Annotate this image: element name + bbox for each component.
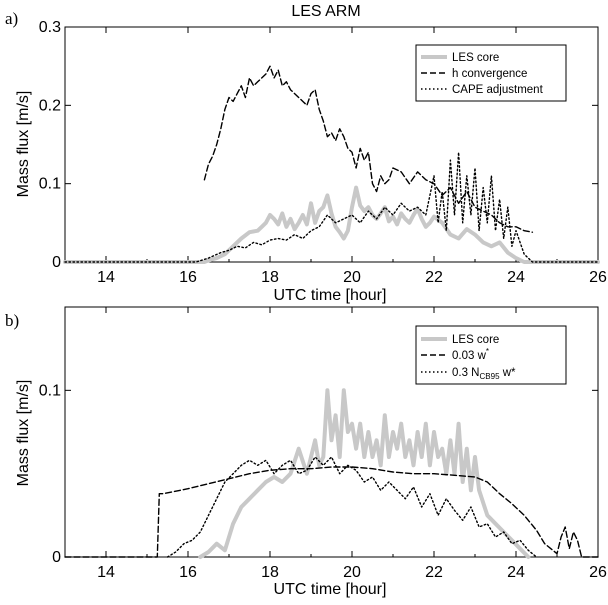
panel-b-xtick-label-16: 16 <box>179 564 197 581</box>
panel-a-xlabel: UTC time [hour] <box>274 287 387 304</box>
panel-b-xtick-label-26: 26 <box>589 564 607 581</box>
panel-a-title: LES ARM <box>291 3 360 20</box>
panel-a-plot-frame <box>64 26 599 263</box>
panel-b-ylabel: Mass flux [m/s] <box>15 380 32 487</box>
panel-a-series-les-core <box>63 185 600 264</box>
panel-b-legend-les-core: LES core <box>452 334 499 346</box>
panel-a-series-h-convergence <box>203 65 534 233</box>
panel-b-series-0-03-w <box>64 466 599 558</box>
panel-a-xtick-label-24: 24 <box>507 269 525 286</box>
panel-a-ytick-label-2: 0.2 <box>39 97 61 114</box>
panel-b-legend-ncb95: 0.3 NCB95 w* <box>452 367 516 381</box>
panel-a-legend: LES core h convergence CAPE adjustment <box>415 44 567 102</box>
panel-a-legend-les-core: LES core <box>452 52 499 64</box>
panel-b-series <box>64 388 599 559</box>
panel-a-xtick-label-14: 14 <box>97 269 115 286</box>
panel-a-ticks: 14 16 18 20 22 24 26 0 0.1 0.2 0.3 <box>39 19 607 286</box>
panel-a-legend-h-convergence: h convergence <box>452 68 527 80</box>
panel-a-ytick-label-3: 0.3 <box>39 19 61 36</box>
panel-b-xtick-label-24: 24 <box>507 564 525 581</box>
panel-b-label: b) <box>5 311 19 330</box>
panel-b-xlabel: UTC time [hour] <box>274 581 387 598</box>
panel-b: b) Mass flux [m/s] UTC time [hour] 14 16 1… <box>5 306 607 598</box>
panel-a-ylabel: Mass flux [m/s] <box>15 91 32 198</box>
panel-a-series <box>63 65 600 264</box>
panel-a-xtick-label-26: 26 <box>589 269 607 286</box>
panel-b-legend: LES core 0.03 w* 0.3 NCB95 w* <box>415 325 567 385</box>
panel-b-ytick-label-0: 0 <box>52 549 61 566</box>
panel-a-xtick-label-20: 20 <box>343 269 361 286</box>
panel-b-xtick-label-22: 22 <box>425 564 443 581</box>
panel-a-xtick-label-18: 18 <box>261 269 279 286</box>
panel-a-ytick-label-0: 0 <box>52 254 61 271</box>
panel-a-label: a) <box>5 9 18 28</box>
panel-b-legend-003w: 0.03 w* <box>452 347 489 362</box>
panel-b-xtick-label-14: 14 <box>97 564 115 581</box>
panel-a-series-cape-adjustment <box>64 151 599 263</box>
panel-a-ytick-label-1: 0.1 <box>39 176 61 193</box>
panel-b-ytick-label-1: 0.1 <box>39 382 61 399</box>
panel-b-xtick-label-18: 18 <box>261 564 279 581</box>
panel-a-xtick-label-16: 16 <box>179 269 197 286</box>
panel-a: a) LES ARM Mass flux [m/s] UTC time [hou… <box>5 3 607 304</box>
panel-b-xtick-label-20: 20 <box>343 564 361 581</box>
panel-a-legend-cape: CAPE adjustment <box>452 84 544 96</box>
panel-b-series-les-core <box>198 388 531 559</box>
panel-b-ticks: 14 16 18 20 22 24 26 0 0.1 <box>39 307 607 581</box>
panel-b-series-0-3-ncb95-w <box>166 456 538 558</box>
panel-b-plot-frame <box>64 306 599 558</box>
panel-a-xtick-label-22: 22 <box>425 269 443 286</box>
